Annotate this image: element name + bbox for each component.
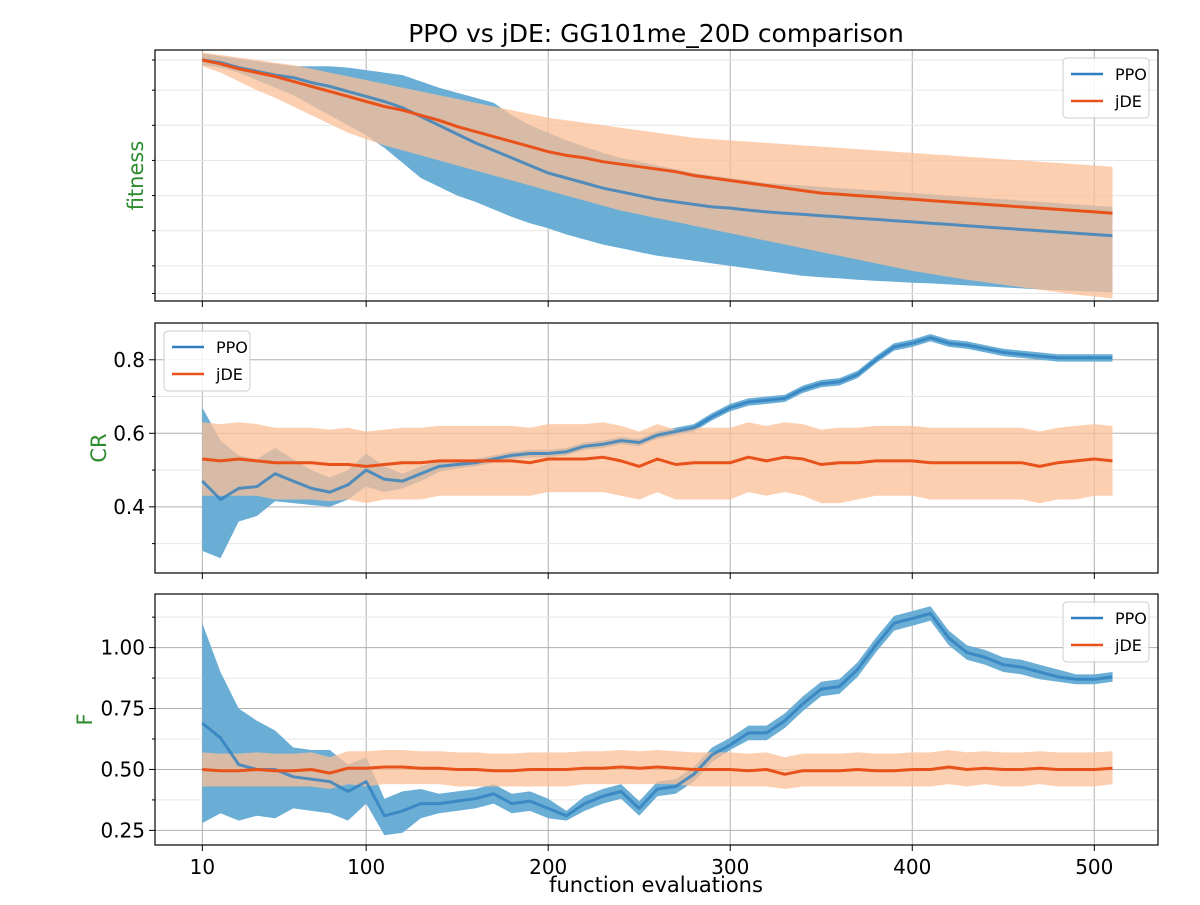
legend-label-ppo: PPO [1115, 65, 1147, 84]
plot-area [201, 606, 1113, 836]
x-tick-label: 500 [1075, 855, 1113, 879]
legend-label-jde: jDE [215, 365, 243, 384]
band-jde [202, 52, 1113, 299]
y-tick-label: 0.6 [113, 421, 145, 445]
legend: PPO jDE [1062, 601, 1150, 663]
band-jde [202, 422, 1113, 504]
x-axis-label: function evaluations [549, 873, 763, 897]
x-tick-label: 200 [529, 855, 567, 879]
y-tick-label: 0.75 [100, 697, 145, 721]
panel-fitness: fitness PPO jDE [124, 49, 1159, 307]
band-ppo [202, 606, 1113, 836]
chart-title: PPO vs jDE: GG101me_20D comparison [408, 19, 904, 48]
band-ppo [202, 334, 1113, 559]
line-ppo [201, 336, 1113, 501]
x-tick-label: 10 [190, 855, 215, 879]
y-tick-label: 0.4 [113, 495, 145, 519]
panel-frame [154, 49, 1159, 302]
x-tick-label: 300 [711, 855, 749, 879]
panel-cr: 0.4 0.6 0.8 CR PPO jDE [87, 322, 1159, 579]
y-tick-label: 0.25 [100, 818, 145, 842]
panel-frame [154, 593, 1159, 846]
legend-label-jde: jDE [1114, 636, 1142, 655]
line-jde [202, 765, 1113, 776]
y-tick-label: 0.8 [113, 348, 145, 372]
plot-area [201, 334, 1113, 559]
panel-f: 10 100 200 300 400 500 0.25 0.50 0.75 1.00 F PPO jDE [73, 593, 1159, 879]
x-tick-label: 100 [347, 855, 385, 879]
line-jde [202, 455, 1113, 468]
plot-area [201, 52, 1113, 299]
line-ppo [201, 612, 1113, 818]
y-axis-label: fitness [124, 141, 148, 211]
y-tick-label: 1.00 [100, 636, 145, 660]
legend-label-ppo: PPO [1115, 609, 1147, 628]
y-axis-label: F [73, 713, 97, 725]
legend: PPO jDE [163, 330, 251, 392]
legend-label-jde: jDE [1114, 92, 1142, 111]
band-jde [202, 750, 1113, 789]
legend: PPO jDE [1062, 57, 1150, 119]
legend-label-ppo: PPO [216, 338, 248, 357]
y-axis-label: CR [87, 433, 111, 462]
line-ppo [202, 58, 1113, 238]
y-tick-label: 0.50 [100, 757, 145, 781]
x-tick-label: 400 [893, 855, 931, 879]
line-jde [201, 58, 1113, 215]
panel-frame [154, 322, 1159, 574]
